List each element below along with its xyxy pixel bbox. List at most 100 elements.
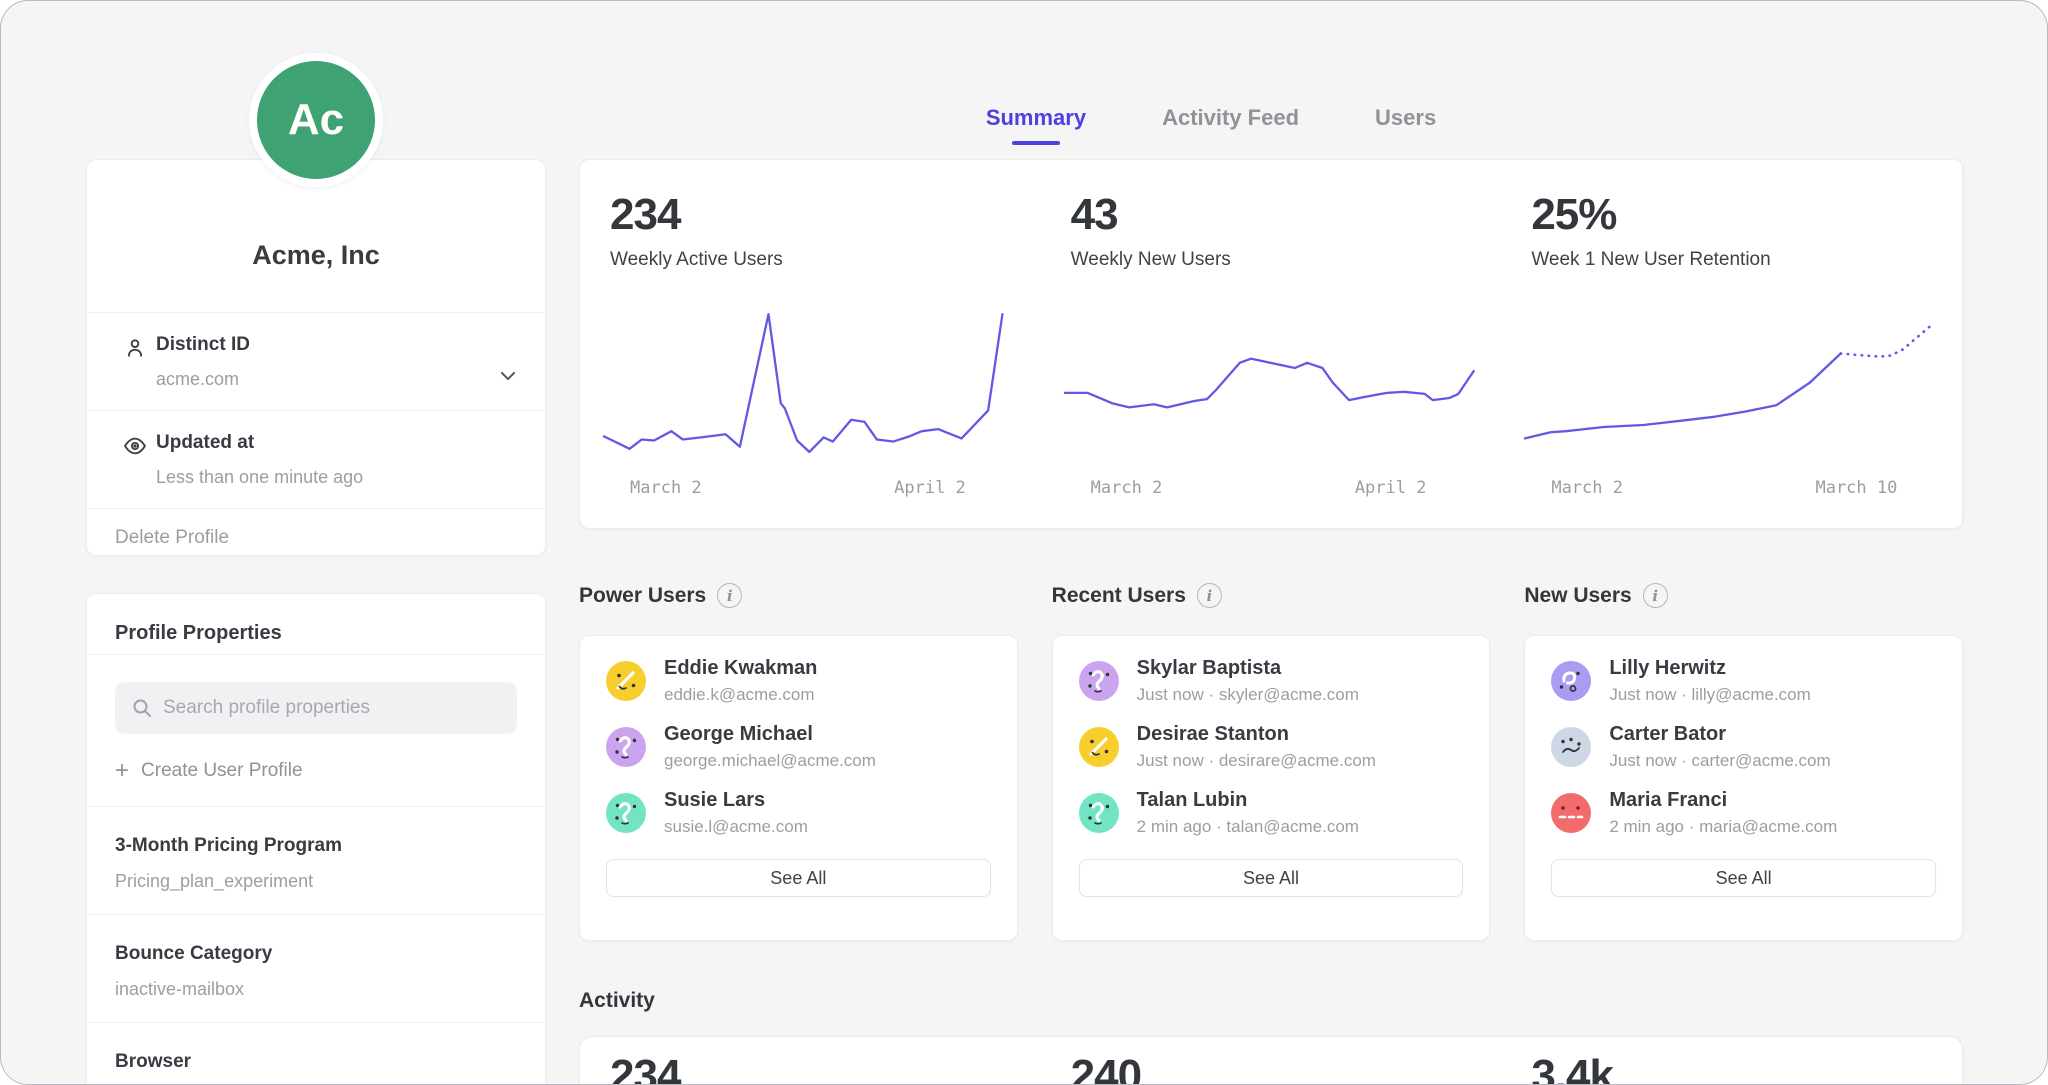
create-user-profile-button[interactable]: + Create User Profile [115,760,517,782]
user-name: Maria Franci [1609,789,1837,812]
company-avatar: Ac [257,61,375,179]
sparkline-chart [1065,310,1474,455]
new-users-header: New Users i [1524,583,1963,608]
chevron-down-icon[interactable] [497,365,519,387]
activity-stat: 3.4k [1501,1037,1962,1085]
see-all-button[interactable]: See All [1551,859,1936,897]
user-row[interactable]: Eddie Kwakman eddie.k@acme.com [606,661,991,701]
property-row[interactable]: 3-Month Pricing Program Pricing_plan_exp… [87,807,545,914]
create-user-profile-label: Create User Profile [141,760,303,782]
divider [87,654,545,655]
user-subtitle: eddie.k@acme.com [664,685,817,705]
tab-summary[interactable]: Summary [986,105,1086,145]
user-avatar [1079,727,1119,767]
search-icon [131,697,153,719]
x-tick: March 2 [1551,478,1623,498]
recent-users-card: Skylar Baptista Just now · skyler@acme.c… [1052,635,1491,941]
user-row[interactable]: Desirae Stanton Just now · desirare@acme… [1079,727,1464,767]
user-name: Skylar Baptista [1137,657,1359,680]
new-users-title: New Users [1524,584,1631,608]
activity-section-title: Activity [579,989,655,1013]
user-name: Desirae Stanton [1137,723,1376,746]
app-window: Ac Acme, Inc Distinct ID acme.com [0,0,2048,1085]
x-tick: April 2 [1355,478,1427,498]
user-subtitle: susie.l@acme.com [664,817,808,837]
user-row[interactable]: Carter Bator Just now · carter@acme.com [1551,727,1936,767]
company-summary-card: Acme, Inc Distinct ID acme.com [86,159,546,556]
plus-icon: + [115,761,129,781]
stat-value: 234 [610,190,1013,240]
tab-bar: Summary Activity Feed Users [459,105,1963,145]
x-tick: April 2 [894,478,966,498]
user-avatar [606,727,646,767]
user-row[interactable]: Lilly Herwitz Just now · lilly@acme.com [1551,661,1936,701]
stat-value: 25% [1531,190,1934,240]
updated-at-row: Updated at Less than one minute ago [87,411,545,508]
activity-stat: 240 [1041,1037,1502,1085]
x-axis-ticks: March 2 April 2 [1065,478,1474,498]
user-avatar [606,661,646,701]
info-icon[interactable]: i [1643,583,1668,608]
user-avatar [606,793,646,833]
user-name: Lilly Herwitz [1609,657,1810,680]
property-row[interactable]: Browser Chrome [87,1023,545,1085]
info-icon[interactable]: i [1197,583,1222,608]
user-avatar [1551,661,1591,701]
user-name: George Michael [664,723,876,746]
search-input[interactable] [163,697,501,719]
x-tick: March 10 [1815,478,1897,498]
stat-label: Weekly Active Users [610,249,1013,271]
sparkline-chart [604,310,1013,455]
user-subtitle: 2 min ago · talan@acme.com [1137,817,1359,837]
property-name: Bounce Category [115,943,517,965]
user-name: Susie Lars [664,789,808,812]
stat-value: 43 [1071,190,1474,240]
profile-properties-title: Profile Properties [87,594,545,654]
stat-label: Week 1 New User Retention [1531,249,1934,271]
eye-icon [122,433,148,459]
user-subtitle: Just now · carter@acme.com [1609,751,1830,771]
user-row[interactable]: Talan Lubin 2 min ago · talan@acme.com [1079,793,1464,833]
power-users-header: Power Users i [579,583,1018,608]
user-row[interactable]: George Michael george.michael@acme.com [606,727,991,767]
summary-stats-card: 234 Weekly Active Users March 2 April 2 … [579,159,1963,529]
activity-value: 234 [610,1051,1041,1085]
person-icon [122,335,148,361]
x-axis-ticks: March 2 April 2 [604,478,1013,498]
property-name: 3-Month Pricing Program [115,835,517,857]
see-all-button[interactable]: See All [1079,859,1464,897]
user-row[interactable]: Skylar Baptista Just now · skyler@acme.c… [1079,661,1464,701]
user-name: Talan Lubin [1137,789,1359,812]
profile-sidebar: Ac Acme, Inc Distinct ID acme.com [86,1,546,1084]
x-axis-ticks: March 2 March 10 [1525,478,1934,498]
updated-at-label: Updated at [156,432,517,454]
tab-activity-feed[interactable]: Activity Feed [1162,105,1299,145]
user-row[interactable]: Susie Lars susie.l@acme.com [606,793,991,833]
distinct-id-label: Distinct ID [156,334,517,356]
user-avatar [1551,793,1591,833]
stat-weekly-active-users: 234 Weekly Active Users March 2 April 2 [580,160,1041,528]
property-row[interactable]: Bounce Category inactive-mailbox [87,915,545,1022]
tab-users[interactable]: Users [1375,105,1436,145]
activity-stat: 234 [580,1037,1041,1085]
user-subtitle: 2 min ago · maria@acme.com [1609,817,1837,837]
user-name: Carter Bator [1609,723,1830,746]
user-name: Eddie Kwakman [664,657,817,680]
info-icon[interactable]: i [717,583,742,608]
distinct-id-row[interactable]: Distinct ID acme.com [87,313,545,410]
profile-properties-card: Profile Properties + Create User Profile… [86,593,546,1085]
stat-label: Weekly New Users [1071,249,1474,271]
profile-properties-search[interactable] [115,682,517,734]
user-row[interactable]: Maria Franci 2 min ago · maria@acme.com [1551,793,1936,833]
see-all-button[interactable]: See All [606,859,991,897]
user-subtitle: george.michael@acme.com [664,751,876,771]
main-content: Summary Activity Feed Users 234 Weekly A… [579,1,1963,1084]
user-subtitle: Just now · desirare@acme.com [1137,751,1376,771]
stat-weekly-new-users: 43 Weekly New Users March 2 April 2 [1041,160,1502,528]
delete-profile-button[interactable]: Delete Profile [87,509,545,567]
user-section-headers: Power Users i Recent Users i New Users i [579,583,1963,608]
power-users-title: Power Users [579,584,706,608]
x-tick: March 2 [1091,478,1163,498]
activity-card: 234 240 3.4k [579,1036,1963,1085]
power-users-card: Eddie Kwakman eddie.k@acme.com George Mi… [579,635,1018,941]
